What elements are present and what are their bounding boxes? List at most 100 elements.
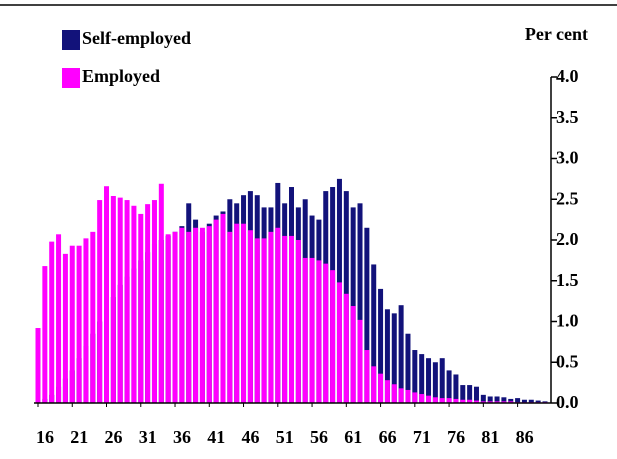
bar: [131, 205, 137, 403]
y-tick-label: 0.5: [556, 351, 579, 371]
x-tick-label: 56: [310, 427, 328, 447]
bar: [405, 333, 411, 403]
bar: [384, 309, 390, 403]
bar: [275, 227, 281, 403]
bar: [432, 362, 438, 403]
y-axis-label: Per cent: [525, 24, 588, 44]
bar: [467, 399, 473, 403]
bar: [480, 394, 486, 403]
bar: [419, 394, 425, 403]
bar: [487, 396, 493, 403]
legend-swatch: [62, 68, 80, 88]
bar: [515, 398, 521, 403]
bar: [302, 257, 308, 403]
bar: [220, 213, 226, 403]
bar: [330, 270, 336, 403]
bar: [405, 389, 411, 403]
bar: [110, 195, 116, 403]
bar: [378, 288, 384, 403]
legend-label: Employed: [82, 66, 160, 86]
bar: [480, 401, 486, 403]
bar: [398, 388, 404, 403]
bar: [350, 207, 356, 403]
bar: [494, 401, 500, 403]
bar: [412, 350, 418, 403]
bar: [241, 223, 247, 403]
x-tick-label: 16: [36, 427, 54, 447]
bar: [179, 227, 185, 403]
bar: [323, 263, 329, 403]
x-tick-label: 36: [173, 427, 191, 447]
bar: [282, 235, 288, 403]
bar: [289, 235, 294, 403]
y-tick-label: 1.5: [556, 270, 579, 290]
bar: [350, 306, 356, 403]
bar: [398, 305, 404, 403]
bar: [378, 373, 384, 403]
bar: [158, 183, 164, 403]
y-tick-label: 1.0: [556, 311, 579, 331]
bar: [439, 398, 445, 403]
x-tick-label: 46: [242, 427, 260, 447]
x-tick-label: 31: [139, 427, 157, 447]
bar: [193, 227, 199, 403]
bar: [487, 401, 493, 403]
bar: [124, 200, 130, 403]
bar: [473, 400, 479, 403]
bar: [446, 398, 452, 403]
y-tick-label: 0.0: [556, 392, 579, 412]
y-tick-label: 3.0: [556, 148, 579, 168]
bar: [234, 223, 240, 403]
bar: [76, 245, 82, 403]
x-tick-label: 26: [105, 427, 123, 447]
y-tick-label: 2.0: [556, 229, 579, 249]
x-tick-label: 61: [344, 427, 362, 447]
bar: [364, 227, 370, 403]
bar: [521, 399, 527, 403]
bar: [343, 293, 349, 403]
x-tick-label: 41: [207, 427, 225, 447]
bar: [97, 200, 103, 403]
bar: [227, 231, 233, 403]
bar: [83, 238, 89, 403]
bar: [138, 213, 144, 403]
legend-swatch: [62, 30, 80, 50]
bar: [467, 385, 473, 403]
bar: [199, 227, 205, 403]
bar: [384, 380, 390, 403]
bar: [357, 319, 363, 403]
bar: [446, 370, 452, 403]
bar: [501, 397, 507, 403]
bar: [439, 358, 445, 403]
bar: [535, 400, 541, 403]
bar: [357, 203, 363, 403]
bar: [391, 313, 397, 403]
bar: [453, 398, 459, 403]
bar: [247, 230, 253, 403]
bar: [508, 401, 514, 403]
bar: [501, 401, 507, 403]
bar: [206, 226, 212, 403]
x-tick-label: 76: [447, 427, 465, 447]
bar: [371, 366, 377, 403]
bar: [426, 358, 432, 403]
bar: [145, 204, 151, 403]
bar: [56, 234, 62, 403]
bar: [42, 266, 48, 403]
bar: [213, 219, 219, 403]
bar: [151, 200, 157, 403]
bar: [371, 264, 377, 403]
bar: [268, 231, 274, 403]
bar: [172, 231, 178, 403]
bar: [69, 245, 75, 403]
bar: [254, 238, 260, 403]
bar: [494, 396, 500, 403]
bar: [49, 241, 55, 403]
bar: [309, 257, 315, 403]
bar: [460, 399, 466, 403]
x-tick-label: 81: [481, 427, 499, 447]
bar: [460, 385, 466, 403]
bar: [508, 398, 514, 403]
bar: [528, 399, 534, 403]
